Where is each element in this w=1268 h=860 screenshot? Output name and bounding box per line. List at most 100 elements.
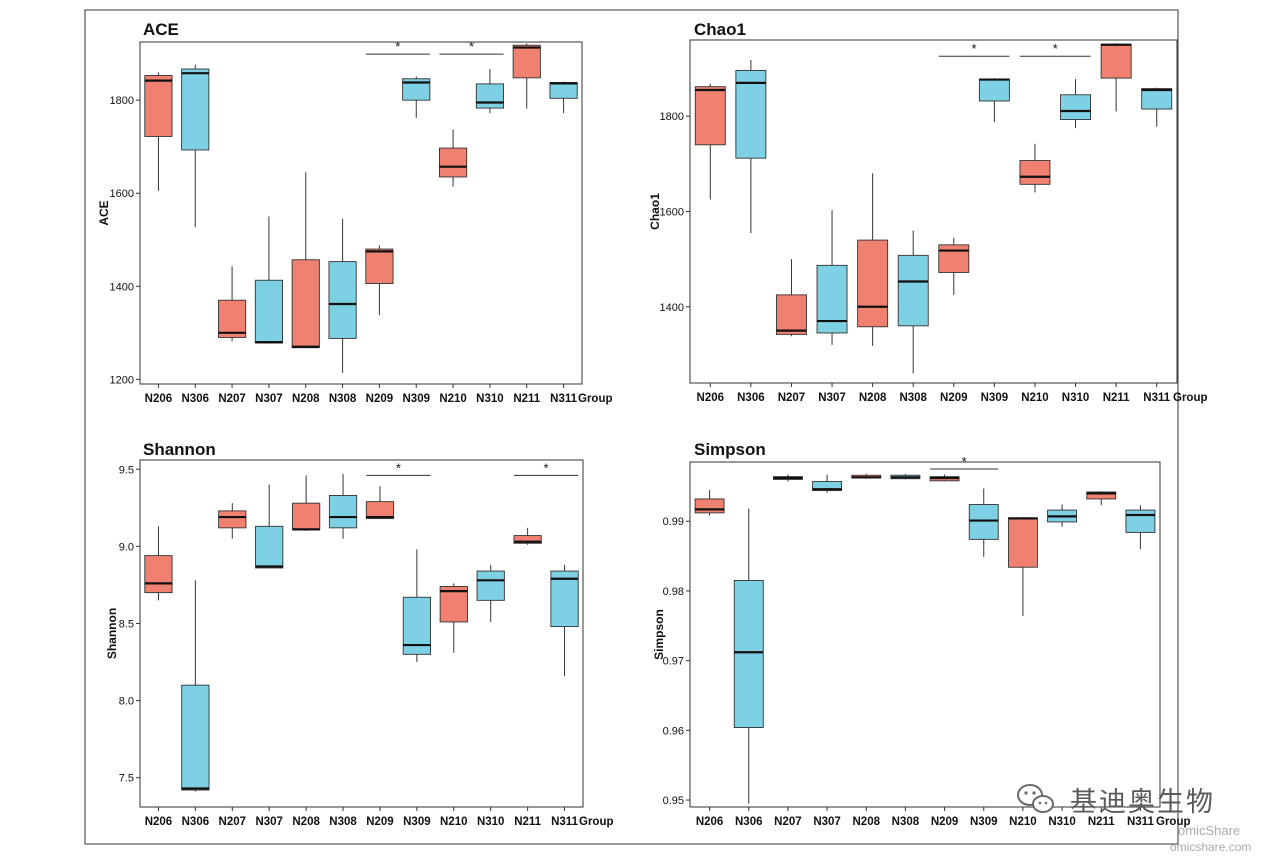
box-n211 — [513, 527, 542, 545]
y-tick-label: 0.99 — [663, 516, 684, 528]
box-n207 — [218, 266, 247, 342]
x-category-label: N311 — [1127, 816, 1154, 828]
x-category-label: N307 — [818, 392, 846, 404]
box-n311 — [549, 81, 578, 114]
x-category-label: N309 — [403, 393, 431, 405]
x-category-label: N308 — [899, 392, 927, 404]
plot-border — [139, 41, 583, 385]
box-iqr — [1141, 88, 1173, 110]
x-category-label: N209 — [366, 393, 394, 405]
box-iqr — [1060, 94, 1092, 121]
box-n311 — [1125, 505, 1156, 550]
x-category-label: N211 — [1088, 816, 1115, 828]
box-iqr — [550, 570, 579, 628]
box-n208 — [292, 475, 321, 531]
watermark-site-url: omicshare.com — [1170, 840, 1251, 854]
box-n210 — [439, 583, 468, 653]
y-tick-label: 1600 — [110, 188, 134, 200]
box-n307 — [254, 216, 283, 344]
box-n311 — [550, 564, 579, 676]
x-category-label: N206 — [145, 393, 173, 405]
y-tick-label: 0.96 — [663, 725, 684, 737]
watermark: 基迪奥生物 omicShare omicshare.com — [1017, 784, 1251, 854]
box-n309 — [978, 78, 1010, 122]
box-n207 — [775, 259, 807, 337]
box-n309 — [968, 488, 999, 557]
x-category-label: N206 — [145, 816, 173, 828]
y-tick-label: 1800 — [660, 111, 684, 123]
box-n306 — [181, 64, 210, 228]
y-tick-label: 8.0 — [119, 696, 134, 708]
figure-frame — [84, 9, 1179, 845]
x-category-label: N308 — [892, 816, 920, 828]
box-n308 — [328, 473, 358, 539]
x-category-label: N210 — [1021, 392, 1049, 404]
box-iqr — [254, 279, 283, 344]
box-n207 — [772, 474, 803, 482]
y-tick-label: 0.98 — [663, 586, 684, 598]
x-axis-label: Group — [1156, 816, 1191, 828]
significance-star: * — [395, 39, 400, 54]
box-iqr — [812, 481, 843, 492]
box-n211 — [1086, 491, 1117, 506]
box-iqr — [181, 68, 210, 151]
y-tick-label: 9.0 — [119, 541, 134, 553]
x-axis-label: Group — [579, 816, 614, 828]
x-category-label: N208 — [292, 393, 320, 405]
box-iqr — [365, 501, 395, 520]
watermark-site-brand: omicShare — [1178, 823, 1240, 838]
panel-simpson: Simpson Simpson 0.95 0.96 0.97 0.98 0.99 N206 N3… — [652, 440, 1191, 828]
x-category-label: N207 — [778, 392, 806, 404]
panel-shannon: Shannon Shannon 7.5 8.0 8.5 9.0 9.5 N206 N306 N20… — [105, 440, 614, 828]
box-n211 — [1100, 43, 1132, 112]
panel-chao1: Chao1 Chao1 1400 1600 1800 N206 N306 N207 N307 N2… — [648, 20, 1208, 404]
significance-star: * — [544, 460, 549, 475]
x-category-label: N309 — [403, 816, 431, 828]
box-n206 — [144, 526, 173, 601]
plot-border — [139, 459, 584, 808]
box-n208 — [857, 173, 889, 346]
box-n210 — [1019, 143, 1051, 193]
x-category-label: N307 — [255, 393, 283, 405]
panels-container: ACE ACE 1200 1400 1600 1800 N206 N306 N207 N307 N2… — [97, 20, 1208, 828]
x-category-label: N309 — [981, 392, 1009, 404]
x-category-label: N306 — [182, 816, 210, 828]
box-n209 — [929, 474, 960, 482]
box-iqr — [694, 498, 725, 514]
box-iqr — [218, 299, 247, 338]
x-category-label: N306 — [735, 816, 763, 828]
significance-star: * — [972, 41, 977, 56]
box-n307 — [255, 484, 284, 569]
x-category-label: N308 — [329, 816, 357, 828]
box-iqr — [775, 294, 807, 335]
box-n211 — [512, 43, 541, 109]
x-category-label: N210 — [440, 816, 468, 828]
y-axis-label: Simpson — [652, 609, 666, 660]
y-tick-label: 0.95 — [663, 795, 684, 807]
box-n307 — [812, 474, 843, 493]
x-category-label: N207 — [219, 816, 247, 828]
box-iqr — [291, 259, 320, 349]
x-category-label: N209 — [940, 392, 968, 404]
x-axis-label: Group — [1173, 392, 1208, 404]
box-n306 — [181, 580, 210, 792]
x-category-label: N211 — [513, 393, 540, 405]
box-iqr — [897, 254, 929, 327]
y-axis-label: Chao1 — [648, 193, 662, 230]
x-category-label: N206 — [696, 816, 724, 828]
box-iqr — [1125, 509, 1156, 533]
box-n306 — [735, 60, 767, 233]
box-n308 — [897, 230, 929, 374]
x-category-label: N306 — [737, 392, 765, 404]
box-n308 — [328, 218, 357, 373]
box-iqr — [694, 86, 726, 146]
y-tick-label: 1400 — [110, 281, 134, 293]
box-iqr — [733, 580, 764, 728]
y-tick-label: 0.97 — [663, 656, 684, 668]
significance-star: * — [469, 39, 474, 54]
x-category-label: N208 — [859, 392, 887, 404]
x-category-label: N209 — [366, 816, 394, 828]
significance-star: * — [962, 454, 967, 469]
box-iqr — [513, 535, 542, 544]
y-axis-label: ACE — [97, 200, 111, 225]
